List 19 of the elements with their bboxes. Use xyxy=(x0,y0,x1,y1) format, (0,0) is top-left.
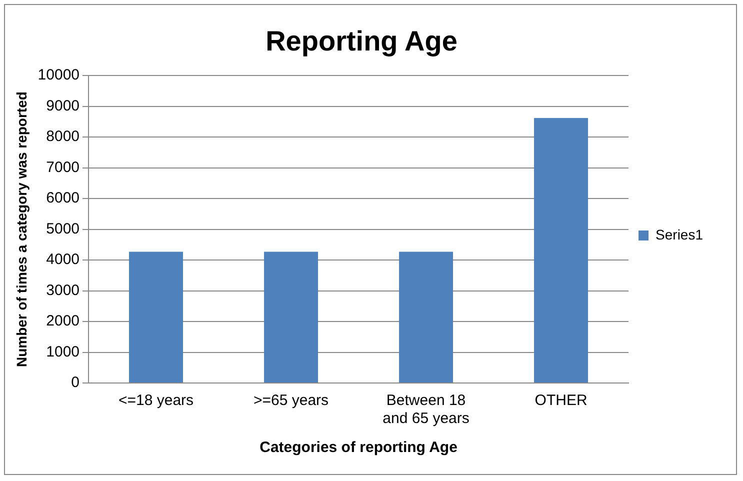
x-tick-label: >=65 years xyxy=(253,392,329,410)
y-tick-label: 7000 xyxy=(46,158,80,176)
y-tick-label: 2000 xyxy=(46,312,80,330)
x-tick-label: OTHER xyxy=(534,392,588,410)
y-tick-label: 1000 xyxy=(46,343,80,360)
y-axis-title: Number of times a category was reported xyxy=(13,92,30,368)
y-tick-label: 4000 xyxy=(46,251,80,268)
y-tick-label: 5000 xyxy=(46,220,80,238)
legend-label: Series1 xyxy=(656,226,704,242)
x-tick-label: <=18 years xyxy=(118,392,194,410)
y-tick-label: 0 xyxy=(71,374,80,392)
y-tick-label: 6000 xyxy=(46,190,80,207)
chart-title: Reporting Age xyxy=(266,26,458,57)
y-tick-label: 9000 xyxy=(46,97,80,114)
y-tick-label: 10000 xyxy=(38,66,80,84)
x-tick-label: Between 18 and 65 years xyxy=(382,392,470,428)
y-tick-label: 8000 xyxy=(46,128,80,146)
y-tick-label: 3000 xyxy=(46,282,80,299)
x-axis-title: Categories of reporting Age xyxy=(260,439,458,456)
